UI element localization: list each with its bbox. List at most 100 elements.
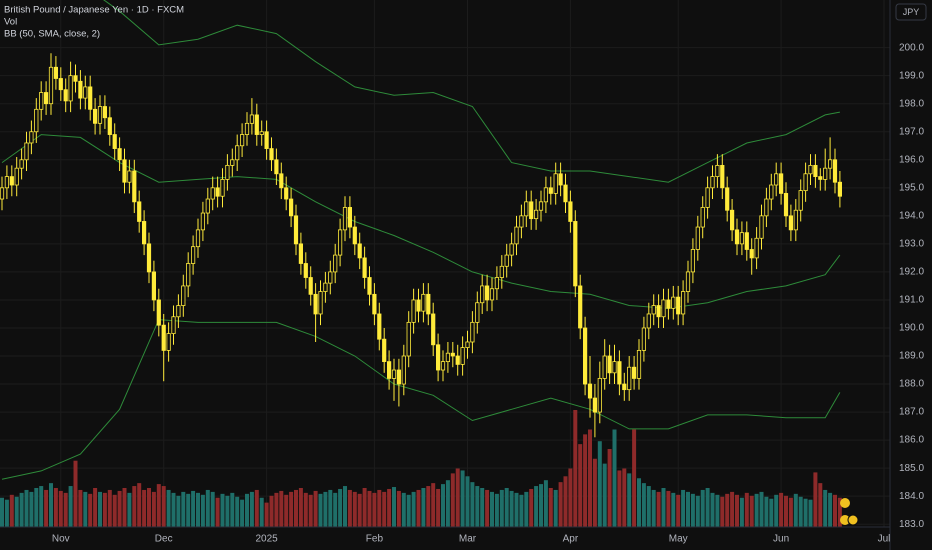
volume-bar bbox=[117, 490, 122, 527]
candle-body bbox=[837, 181, 843, 197]
candle-body bbox=[122, 159, 127, 183]
candles bbox=[0, 53, 843, 438]
candle-body bbox=[475, 302, 480, 323]
currency-badge[interactable] bbox=[895, 3, 927, 21]
candle-body bbox=[690, 249, 696, 273]
volume-bar bbox=[186, 493, 191, 527]
candle-body bbox=[362, 257, 367, 278]
volume-bar bbox=[88, 493, 93, 527]
x-tick-label: Jul bbox=[878, 534, 891, 545]
volume-bar bbox=[347, 489, 352, 527]
volume-bar bbox=[107, 489, 112, 527]
candle-body bbox=[440, 361, 446, 371]
volume-bar bbox=[44, 489, 49, 527]
volume-bar bbox=[377, 489, 382, 527]
candle-body bbox=[200, 212, 205, 231]
volume-bar bbox=[151, 491, 156, 527]
y-tick-label: 192.0 bbox=[899, 267, 924, 278]
volume-bar bbox=[161, 486, 166, 527]
event-icon[interactable] bbox=[840, 515, 850, 525]
candle-body bbox=[303, 263, 308, 278]
candle-body bbox=[372, 293, 377, 315]
volume-bar bbox=[294, 489, 298, 527]
volume-bar bbox=[573, 410, 578, 527]
volume-bar bbox=[436, 488, 441, 527]
candle-body bbox=[529, 201, 534, 220]
candle-body bbox=[235, 145, 240, 161]
indicator-legend: BB (50, SMA, close, 2) bbox=[4, 29, 100, 40]
candle-body bbox=[151, 271, 156, 301]
volume-bar bbox=[83, 491, 88, 527]
volume-bar bbox=[142, 489, 147, 527]
candle-body bbox=[734, 229, 740, 245]
volume-bar bbox=[401, 492, 406, 527]
volume-bar bbox=[749, 495, 754, 527]
volume-bar bbox=[480, 488, 485, 527]
volume-bar bbox=[705, 488, 710, 527]
volume-bar bbox=[499, 489, 504, 527]
symbol-title: British Pound / Japanese Yen · 1D · FXCM bbox=[4, 5, 184, 16]
candle-body bbox=[141, 221, 147, 245]
currency-label[interactable]: JPY bbox=[903, 7, 920, 17]
candle-body bbox=[274, 159, 279, 175]
candle-body bbox=[607, 355, 612, 374]
candle-body bbox=[519, 215, 524, 228]
volume-bar bbox=[421, 488, 426, 527]
candle-body bbox=[592, 397, 598, 413]
volume-bar bbox=[818, 483, 823, 527]
candle-body bbox=[568, 201, 573, 222]
candle-body bbox=[587, 383, 593, 399]
candle-body bbox=[416, 299, 421, 312]
volume-bar bbox=[289, 491, 294, 527]
candle-body bbox=[676, 296, 681, 315]
volume-bar bbox=[739, 497, 744, 527]
candle-body bbox=[749, 249, 754, 259]
volume-bar bbox=[465, 476, 470, 527]
volume-bar bbox=[205, 489, 210, 527]
volume-bar bbox=[627, 473, 632, 527]
volume-bar bbox=[416, 489, 421, 527]
candle-body bbox=[190, 246, 196, 264]
candle-body bbox=[259, 131, 264, 135]
candle-body bbox=[68, 75, 73, 102]
volume-bar bbox=[808, 499, 813, 527]
candle-body bbox=[543, 187, 549, 203]
volume-bar bbox=[529, 488, 534, 527]
volume-bar bbox=[426, 486, 431, 527]
candle-body bbox=[352, 226, 357, 245]
candle-body bbox=[328, 271, 333, 284]
x-tick-label: Jun bbox=[773, 534, 789, 545]
candle-body bbox=[435, 344, 441, 371]
volume-bar bbox=[98, 491, 102, 527]
candle-body bbox=[181, 285, 186, 306]
candle-body bbox=[269, 148, 274, 161]
volume-bar bbox=[681, 489, 686, 527]
volume-bar bbox=[548, 488, 553, 527]
volume-bar bbox=[176, 495, 181, 527]
volume-bar bbox=[470, 482, 475, 527]
volume-bar bbox=[235, 496, 240, 527]
volume-bar bbox=[396, 490, 401, 527]
candle-body bbox=[661, 299, 666, 318]
volume-bar bbox=[245, 493, 249, 527]
volume-bar bbox=[225, 495, 230, 527]
volume-bar bbox=[39, 486, 44, 527]
volume-bar bbox=[568, 468, 573, 527]
candle-body bbox=[421, 293, 426, 312]
volume-bar bbox=[534, 486, 539, 527]
x-tick-label: 2025 bbox=[255, 534, 278, 545]
candle-body bbox=[220, 179, 225, 197]
volume-bar bbox=[382, 491, 387, 527]
price-axis: 183.0 184.0 185.0 186.0 187.0 188.0 189.0 190.0… bbox=[899, 42, 924, 530]
volume-bar bbox=[759, 491, 764, 527]
candle-body bbox=[646, 313, 651, 329]
y-tick-label: 193.0 bbox=[899, 239, 924, 250]
volume-bar bbox=[578, 444, 583, 527]
candle-body bbox=[19, 159, 24, 169]
event-icon[interactable] bbox=[840, 498, 850, 508]
event-icon[interactable] bbox=[847, 514, 859, 526]
candle-body bbox=[774, 173, 779, 186]
candle-body bbox=[127, 170, 132, 183]
candle-body bbox=[4, 176, 9, 189]
